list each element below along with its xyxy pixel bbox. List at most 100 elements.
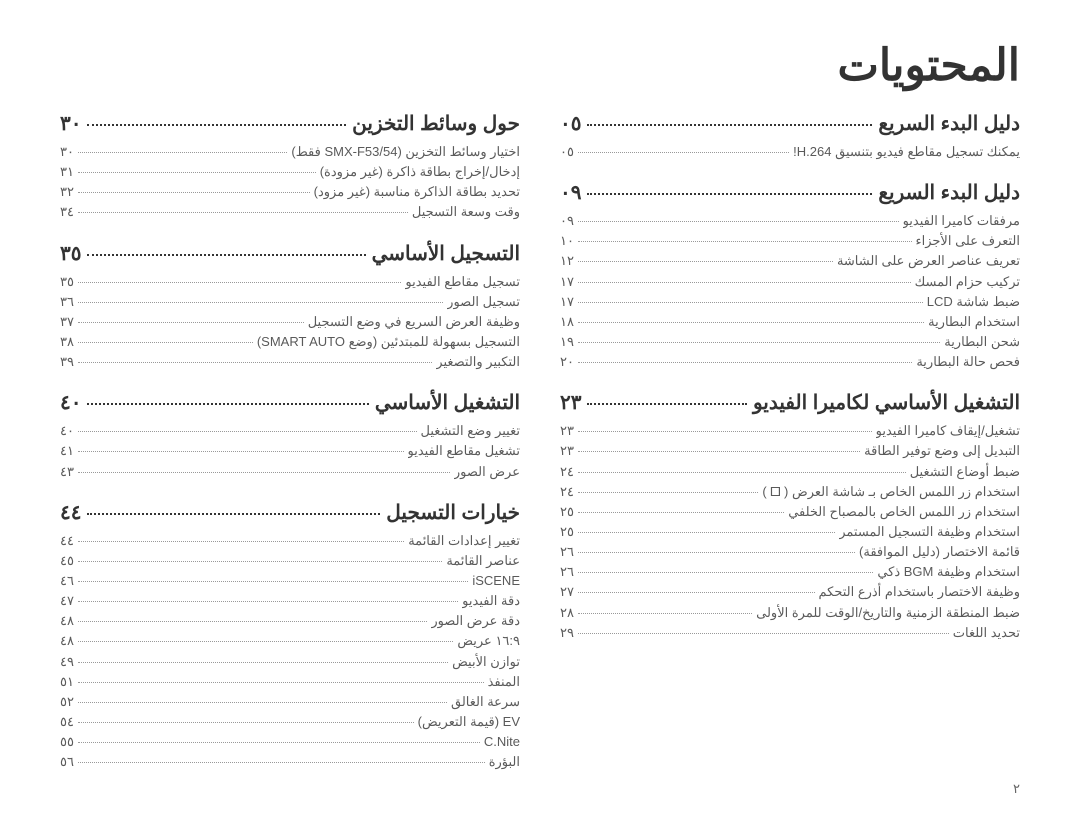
leader-dots — [578, 451, 860, 452]
leader-dots — [78, 641, 453, 642]
leader-dots — [578, 613, 752, 614]
toc-entry: توازن الأبيض٤٩ — [60, 652, 520, 672]
leader-dots — [578, 261, 833, 262]
entry-text: استخدام زر اللمس الخاص بـ شاشة العرض ( 🞐… — [762, 482, 1020, 502]
toc-entry: تشغيل مقاطع الفيديو٤١ — [60, 441, 520, 461]
page-title: المحتويات — [60, 40, 1020, 91]
section-title: دليل البدء السريع — [878, 180, 1020, 205]
entry-page: ٢٣ — [560, 441, 574, 461]
entry-page: ٤٩ — [60, 652, 74, 672]
section-heading: التشغيل الأساسي لكاميرا الفيديو٢٣ — [560, 390, 1020, 415]
entry-text: تشغيل مقاطع الفيديو — [408, 441, 520, 461]
entry-page: ٤٨ — [60, 631, 74, 651]
section-page: ٣٠ — [60, 111, 81, 136]
entry-text: تحديد بطاقة الذاكرة مناسبة (غير مزود) — [314, 182, 520, 202]
entry-page: ١٧ — [560, 292, 574, 312]
entry-page: ٣٥ — [60, 272, 74, 292]
toc-entry: شحن البطارية ١٩ — [560, 332, 1020, 352]
toc-entry: تحديد بطاقة الذاكرة مناسبة (غير مزود) ٣٢ — [60, 182, 520, 202]
toc-section: التشغيل الأساسي٤٠تغيير وضع التشغيل٤٠تشغي… — [60, 390, 520, 481]
entry-page: ٤٨ — [60, 611, 74, 631]
section-heading: دليل البدء السريع٠٥ — [560, 111, 1020, 136]
toc-entry: عرض الصور٤٣ — [60, 462, 520, 482]
entry-page: ٣٤ — [60, 202, 74, 222]
toc-entry: وظيفة الاختصار باستخدام أذرع التحكم٢٧ — [560, 582, 1020, 602]
entry-page: ٣١ — [60, 162, 74, 182]
entry-text: فحص حالة البطارية — [916, 352, 1020, 372]
toc-entry: تحديد اللغات٢٩ — [560, 623, 1020, 643]
entry-text: المنفذ — [488, 672, 520, 692]
entry-page: ٣٢ — [60, 182, 74, 202]
toc-entry: وظيفة العرض السريع في وضع التسجيل٣٧ — [60, 312, 520, 332]
entry-text: عرض الصور — [454, 462, 520, 482]
entry-text: استخدام البطارية — [928, 312, 1020, 332]
leader-dots — [78, 431, 417, 432]
entry-text: تركيب حزام المسك — [915, 272, 1020, 292]
entry-text: تحديد اللغات — [953, 623, 1020, 643]
toc-entry: التبديل إلى وضع توفير الطاقة٢٣ — [560, 441, 1020, 461]
entry-page: ٠٩ — [560, 211, 574, 231]
entry-text: تسجيل مقاطع الفيديو — [405, 272, 520, 292]
leader-dots — [578, 322, 924, 323]
toc-entry: C.Nite٥٥ — [60, 732, 520, 752]
toc-entry: عناصر القائمة٤٥ — [60, 551, 520, 571]
toc-entry: تشغيل/إيقاف كاميرا الفيديو٢٣ — [560, 421, 1020, 441]
toc-entry: EV (قيمة التعريض)٥٤ — [60, 712, 520, 732]
entry-page: ٢٥ — [560, 522, 574, 542]
toc-entry: دقة الفيديو٤٧ — [60, 591, 520, 611]
leader-dots — [78, 762, 485, 763]
entry-text: وظيفة العرض السريع في وضع التسجيل — [308, 312, 520, 332]
entry-text: قائمة الاختصار (دليل الموافقة) — [859, 542, 1020, 562]
toc-entry: ضبط أوضاع التشغيل ٢٤ — [560, 462, 1020, 482]
right-column: دليل البدء السريع٠٥يمكنك تسجيل مقاطع فيد… — [560, 111, 1020, 790]
leader-dots — [78, 702, 447, 703]
toc-entry: تسجيل مقاطع الفيديو ٣٥ — [60, 272, 520, 292]
leader-dots — [78, 601, 458, 602]
entry-page: ٤٤ — [60, 531, 74, 551]
entry-page: ١٠ — [560, 231, 574, 251]
entry-text: وظيفة الاختصار باستخدام أذرع التحكم — [819, 582, 1020, 602]
entry-text: دقة الفيديو — [462, 591, 520, 611]
entry-page: ٣٦ — [60, 292, 74, 312]
entry-text: التكبير والتصغير — [436, 352, 520, 372]
leader-dots — [578, 241, 912, 242]
toc-entry: البؤرة٥٦ — [60, 752, 520, 772]
leader-dots — [578, 472, 906, 473]
toc-entry: وقت وسعة التسجيل ٣٤ — [60, 202, 520, 222]
toc-entry: ١٦:٩ عريض٤٨ — [60, 631, 520, 651]
entry-text: وقت وسعة التسجيل — [412, 202, 520, 222]
entry-text: شحن البطارية — [944, 332, 1020, 352]
entry-page: ١٩ — [560, 332, 574, 352]
entry-text: تعريف عناصر العرض على الشاشة — [837, 251, 1020, 271]
entry-text: التعرف على الأجزاء — [916, 231, 1021, 251]
leader-dots — [78, 451, 404, 452]
toc-entry: تغيير إعدادات القائمة ٤٤ — [60, 531, 520, 551]
leader-dots — [578, 221, 899, 222]
entry-text: ضبط أوضاع التشغيل — [910, 462, 1020, 482]
section-title: التشغيل الأساسي لكاميرا الفيديو — [753, 390, 1020, 415]
leader-dots — [87, 513, 380, 515]
entry-text: EV (قيمة التعريض) — [418, 712, 520, 732]
leader-dots — [578, 633, 949, 634]
toc-entry: ضبط شاشة LCD١٧ — [560, 292, 1020, 312]
leader-dots — [578, 572, 873, 573]
entry-text: تغيير إعدادات القائمة — [408, 531, 520, 551]
entry-page: ٥٦ — [60, 752, 74, 772]
entry-page: ٢٤ — [560, 462, 574, 482]
leader-dots — [578, 282, 911, 283]
entry-text: تشغيل/إيقاف كاميرا الفيديو — [876, 421, 1020, 441]
section-title: التشغيل الأساسي — [375, 390, 520, 415]
leader-dots — [578, 431, 872, 432]
leader-dots — [587, 124, 872, 126]
leader-dots — [78, 561, 442, 562]
toc-entry: اختيار وسائط التخزين (SMX-F53/54 فقط)٣٠ — [60, 142, 520, 162]
leader-dots — [578, 152, 789, 153]
leader-dots — [578, 342, 940, 343]
page-number: ٢ — [1013, 781, 1020, 797]
toc-entry: التسجيل بسهولة للمبتدئين (وضع SMART AUTO… — [60, 332, 520, 352]
leader-dots — [578, 362, 912, 363]
entry-page: ٢٦ — [560, 562, 574, 582]
leader-dots — [78, 682, 484, 683]
section-title: التسجيل الأساسي — [372, 241, 520, 266]
entry-text: اختيار وسائط التخزين (SMX-F53/54 فقط) — [291, 142, 520, 162]
